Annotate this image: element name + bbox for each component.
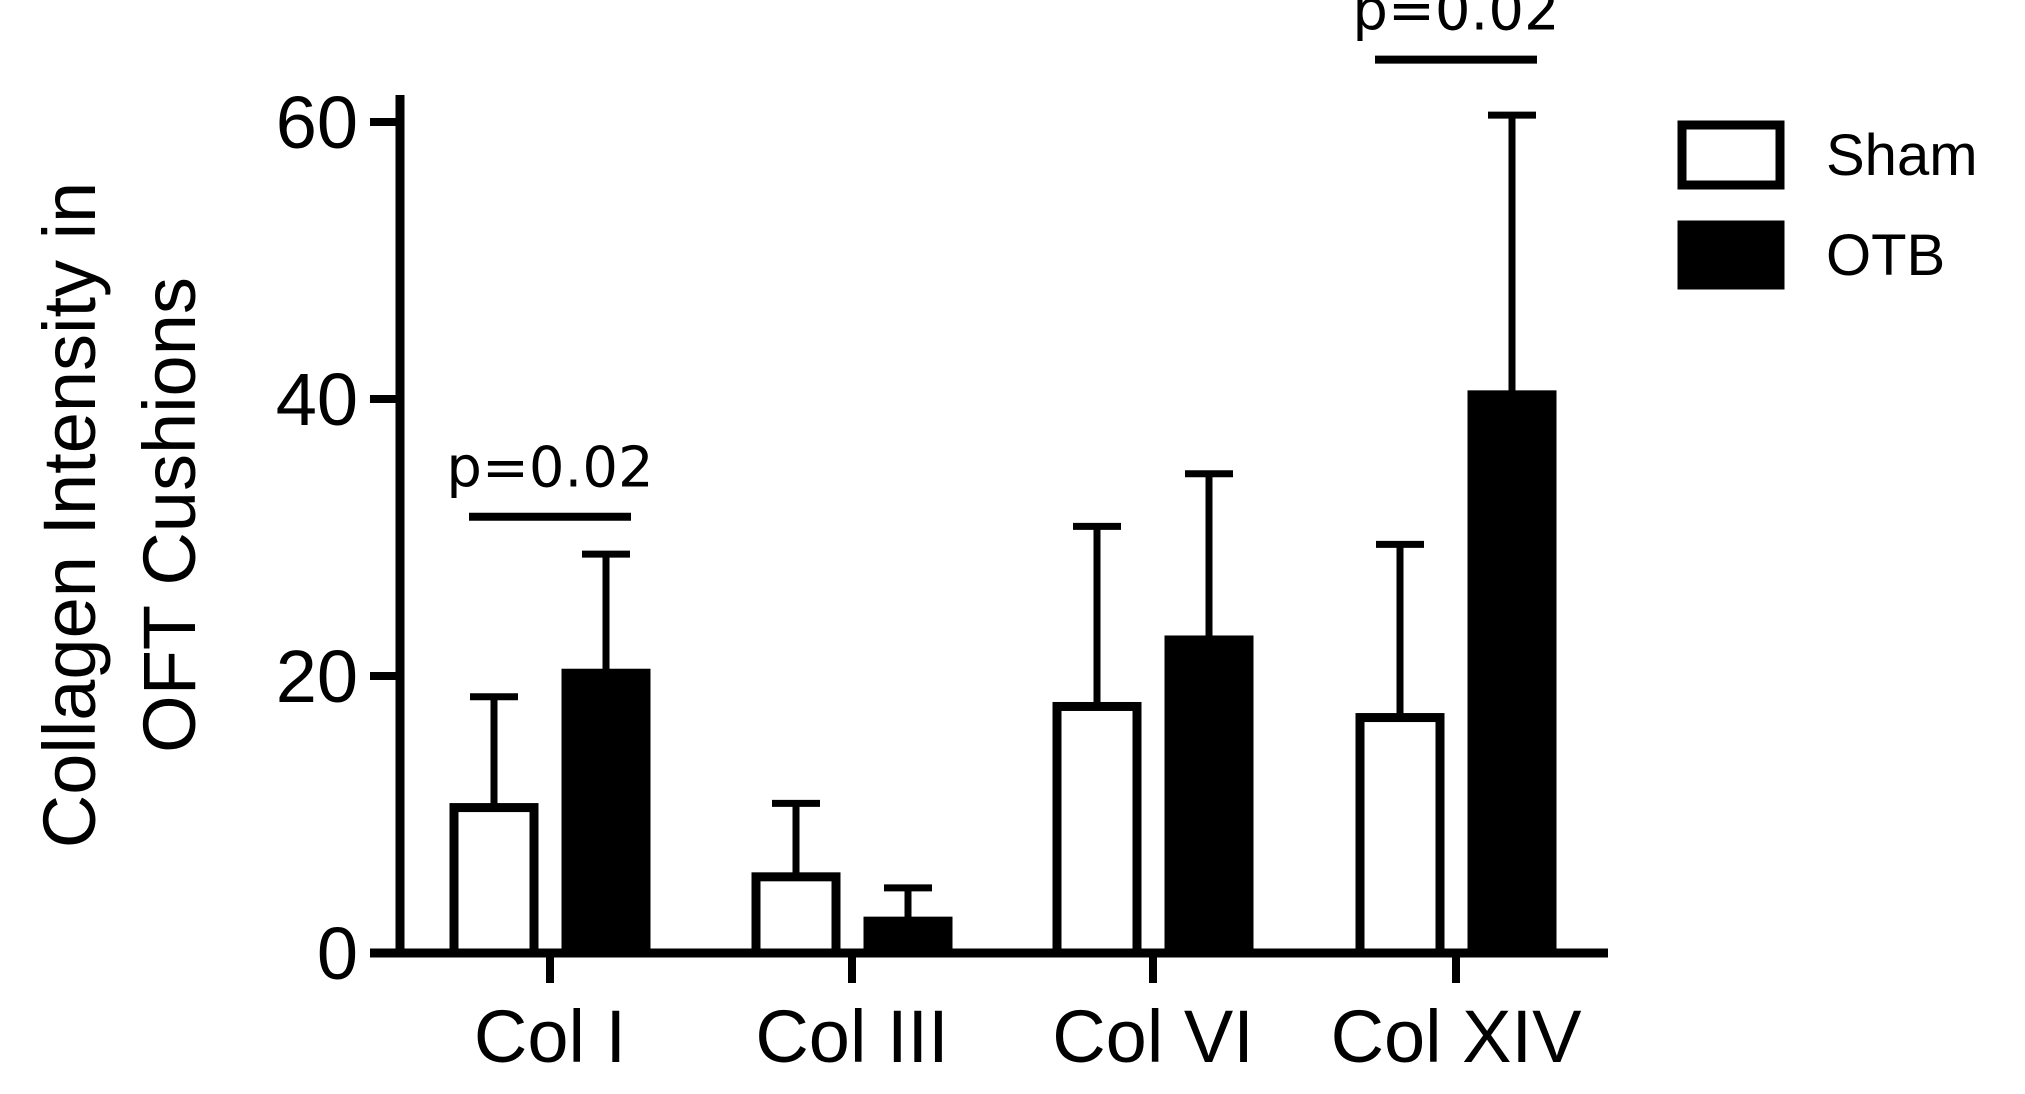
bar-sham-col-vi — [1052, 701, 1142, 958]
y-tick-label-0: 0 — [317, 912, 358, 995]
x-category-label-col-iii: Col III — [755, 995, 948, 1078]
y-tick-label-40: 40 — [276, 358, 358, 441]
significance-label-1: p=0.02 — [1352, 0, 1559, 44]
x-category-label-col-vi: Col VI — [1052, 995, 1254, 1078]
y-tick-label-60: 60 — [276, 81, 358, 164]
legend-label-otb: OTB — [1826, 223, 1945, 288]
x-category-label-col-i: Col I — [474, 995, 626, 1078]
legend-swatch-sham — [1677, 120, 1785, 190]
x-category-label-col-xiv: Col XIV — [1331, 995, 1583, 1078]
bar-sham-col-i — [449, 803, 539, 958]
y-axis-label-line-1: Collagen Intensity in — [28, 182, 111, 848]
legend-label-sham: Sham — [1826, 123, 1978, 188]
bar-otb-col-iii — [863, 916, 953, 958]
bar-otb-col-i — [561, 668, 651, 958]
bar-otb-col-xiv — [1467, 390, 1557, 958]
significance-label-0: p=0.02 — [446, 436, 653, 501]
legend-swatch-otb — [1677, 220, 1785, 290]
bar-sham-col-xiv — [1355, 713, 1445, 958]
bar-sham-col-iii — [751, 872, 841, 958]
legend: Sham OTB — [1677, 120, 1978, 290]
y-axis-label-line-2: OFT Cushions — [128, 277, 211, 753]
y-tick-label-20: 20 — [276, 635, 358, 718]
bar-otb-col-vi — [1164, 635, 1254, 958]
